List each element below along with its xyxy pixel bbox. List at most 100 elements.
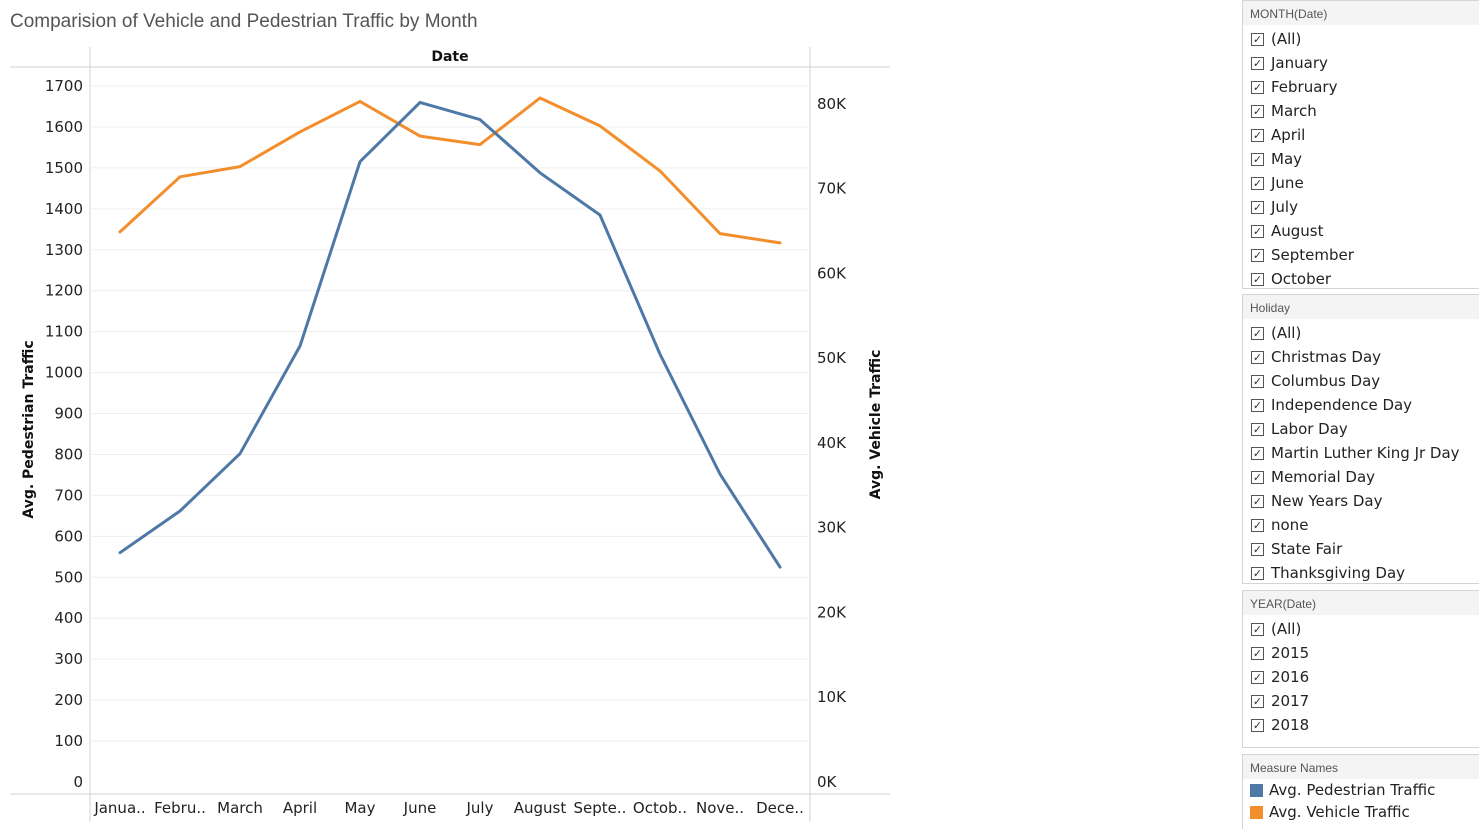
filter-option[interactable]: ✓ Thanksgiving Day xyxy=(1243,561,1479,583)
filter-option[interactable]: ✓ (All) xyxy=(1243,321,1479,345)
legend-panel: Measure Names Avg. Pedestrian Traffic Avg… xyxy=(1242,754,1479,829)
checkbox-checked-icon[interactable]: ✓ xyxy=(1251,494,1264,508)
dual-axis-line-chart: Date 0 100 200 300 400 500 600 700 800 900 1000 1100… xyxy=(10,47,890,822)
checkbox-checked-icon[interactable]: ✓ xyxy=(1251,670,1264,684)
checkbox-checked-icon[interactable]: ✓ xyxy=(1251,718,1264,732)
filter-option[interactable]: ✓ September xyxy=(1243,243,1479,267)
left-axis-tick-label: 1600 xyxy=(45,118,83,136)
left-axis-tick-label: 1200 xyxy=(45,282,83,300)
checkbox-checked-icon[interactable]: ✓ xyxy=(1251,374,1264,388)
month-filter-title: MONTH(Date) xyxy=(1243,1,1479,25)
filter-option[interactable]: ✓ (All) xyxy=(1243,617,1479,641)
checkbox-checked-icon[interactable]: ✓ xyxy=(1251,80,1264,94)
filter-option[interactable]: ✓ New Years Day xyxy=(1243,489,1479,513)
checkbox-checked-icon[interactable]: ✓ xyxy=(1251,398,1264,412)
checkbox-checked-icon[interactable]: ✓ xyxy=(1251,326,1264,340)
filter-option[interactable]: ✓ State Fair xyxy=(1243,537,1479,561)
filter-option[interactable]: ✓ Labor Day xyxy=(1243,417,1479,441)
filter-option[interactable]: ✓ Independence Day xyxy=(1243,393,1479,417)
filter-option[interactable]: ✓ 2015 xyxy=(1243,641,1479,665)
filter-option-label: January xyxy=(1271,54,1328,72)
filter-option[interactable]: ✓ none xyxy=(1243,513,1479,537)
right-axis-tick-label: 30K xyxy=(817,519,847,537)
checkbox-checked-icon[interactable]: ✓ xyxy=(1251,646,1264,660)
filter-option[interactable]: ✓ (All) xyxy=(1243,27,1479,51)
filter-option-label: Memorial Day xyxy=(1271,468,1376,486)
legend-list: Avg. Pedestrian Traffic Avg. Vehicle Traf… xyxy=(1243,779,1479,823)
filter-option[interactable]: ✓ June xyxy=(1243,171,1479,195)
checkbox-checked-icon[interactable]: ✓ xyxy=(1251,422,1264,436)
filter-option-label: Martin Luther King Jr Day xyxy=(1271,444,1460,462)
filter-option[interactable]: ✓ April xyxy=(1243,123,1479,147)
checkbox-checked-icon[interactable]: ✓ xyxy=(1251,566,1264,580)
left-axis-tick-label: 500 xyxy=(54,568,83,586)
checkbox-checked-icon[interactable]: ✓ xyxy=(1251,104,1264,118)
filter-option[interactable]: ✓ July xyxy=(1243,195,1479,219)
left-axis-tick-label: 800 xyxy=(54,445,83,463)
checkbox-checked-icon[interactable]: ✓ xyxy=(1251,470,1264,484)
filter-option[interactable]: ✓ February xyxy=(1243,75,1479,99)
x-axis-tick-label: Septe.. xyxy=(574,799,627,817)
holiday-filter-list[interactable]: ✓ (All) ✓ Christmas Day ✓ Columbus Day ✓ Indepe… xyxy=(1243,319,1479,583)
filter-option[interactable]: ✓ March xyxy=(1243,99,1479,123)
filter-option-label: 2017 xyxy=(1271,692,1310,710)
filter-option[interactable]: ✓ January xyxy=(1243,51,1479,75)
filter-option-label: June xyxy=(1271,174,1304,192)
checkbox-checked-icon[interactable]: ✓ xyxy=(1251,350,1264,364)
checkbox-checked-icon[interactable]: ✓ xyxy=(1251,128,1264,142)
checkbox-checked-icon[interactable]: ✓ xyxy=(1251,518,1264,532)
checkbox-checked-icon[interactable]: ✓ xyxy=(1251,694,1264,708)
checkbox-checked-icon[interactable]: ✓ xyxy=(1251,32,1264,46)
filter-option-label: Independence Day xyxy=(1271,396,1413,414)
filter-option-label: 2016 xyxy=(1271,668,1310,686)
filter-option[interactable]: ✓ Christmas Day xyxy=(1243,345,1479,369)
checkbox-checked-icon[interactable]: ✓ xyxy=(1251,272,1264,286)
checkbox-checked-icon[interactable]: ✓ xyxy=(1251,224,1264,238)
filter-option[interactable]: ✓ August xyxy=(1243,219,1479,243)
left-axis-tick-label: 700 xyxy=(54,486,83,504)
filter-option[interactable]: ✓ 2017 xyxy=(1243,689,1479,713)
filter-option[interactable]: ✓ Martin Luther King Jr Day xyxy=(1243,441,1479,465)
x-axis-tick-label: July xyxy=(466,799,494,817)
left-axis-tick-label: 1400 xyxy=(45,200,83,218)
x-axis-tick-label: August xyxy=(514,799,567,817)
pedestrian-traffic-line xyxy=(118,100,782,569)
right-axis-tick-label: 40K xyxy=(817,434,847,452)
checkbox-checked-icon[interactable]: ✓ xyxy=(1251,446,1264,460)
filter-option-label: July xyxy=(1271,198,1298,216)
x-axis-tick-label: Febru.. xyxy=(154,799,206,817)
checkbox-checked-icon[interactable]: ✓ xyxy=(1251,248,1264,262)
checkbox-checked-icon[interactable]: ✓ xyxy=(1251,542,1264,556)
left-axis-tick-label: 900 xyxy=(54,405,83,423)
left-axis-tick-label: 0 xyxy=(73,773,83,791)
filter-option-label: April xyxy=(1271,126,1306,144)
filter-option-label: (All) xyxy=(1271,324,1302,342)
filter-option-label: Labor Day xyxy=(1271,420,1348,438)
legend-item[interactable]: Avg. Pedestrian Traffic xyxy=(1243,779,1479,801)
legend-label: Avg. Pedestrian Traffic xyxy=(1269,781,1436,799)
checkbox-checked-icon[interactable]: ✓ xyxy=(1251,200,1264,214)
left-axis-tick-label: 1500 xyxy=(45,159,83,177)
right-axis-tick-label: 10K xyxy=(817,688,847,706)
right-axis-tick-label: 70K xyxy=(817,180,847,198)
legend-item[interactable]: Avg. Vehicle Traffic xyxy=(1243,801,1479,823)
filter-option[interactable]: ✓ October xyxy=(1243,267,1479,288)
date-header-label: Date xyxy=(431,49,468,65)
year-filter-panel: YEAR(Date) ✓ (All) ✓ 2015 ✓ 2016 ✓ 2017 ✓ 2018 xyxy=(1242,590,1479,748)
x-axis-tick-label: March xyxy=(217,799,263,817)
filter-option[interactable]: ✓ May xyxy=(1243,147,1479,171)
year-filter-list[interactable]: ✓ (All) ✓ 2015 ✓ 2016 ✓ 2017 ✓ 2018 xyxy=(1243,615,1479,737)
checkbox-checked-icon[interactable]: ✓ xyxy=(1251,56,1264,70)
filter-option-label: Columbus Day xyxy=(1271,372,1381,390)
checkbox-checked-icon[interactable]: ✓ xyxy=(1251,152,1264,166)
month-filter-list[interactable]: ✓ (All) ✓ January ✓ February ✓ March ✓ April ✓ May ✓… xyxy=(1243,25,1479,288)
filter-option[interactable]: ✓ 2016 xyxy=(1243,665,1479,689)
left-axis-tick-label: 100 xyxy=(54,732,83,750)
filter-option[interactable]: ✓ 2018 xyxy=(1243,713,1479,737)
filter-option-label: Thanksgiving Day xyxy=(1271,564,1406,582)
checkbox-checked-icon[interactable]: ✓ xyxy=(1251,176,1264,190)
filter-option[interactable]: ✓ Columbus Day xyxy=(1243,369,1479,393)
x-axis-tick-label: April xyxy=(283,799,317,817)
checkbox-checked-icon[interactable]: ✓ xyxy=(1251,622,1264,636)
filter-option[interactable]: ✓ Memorial Day xyxy=(1243,465,1479,489)
